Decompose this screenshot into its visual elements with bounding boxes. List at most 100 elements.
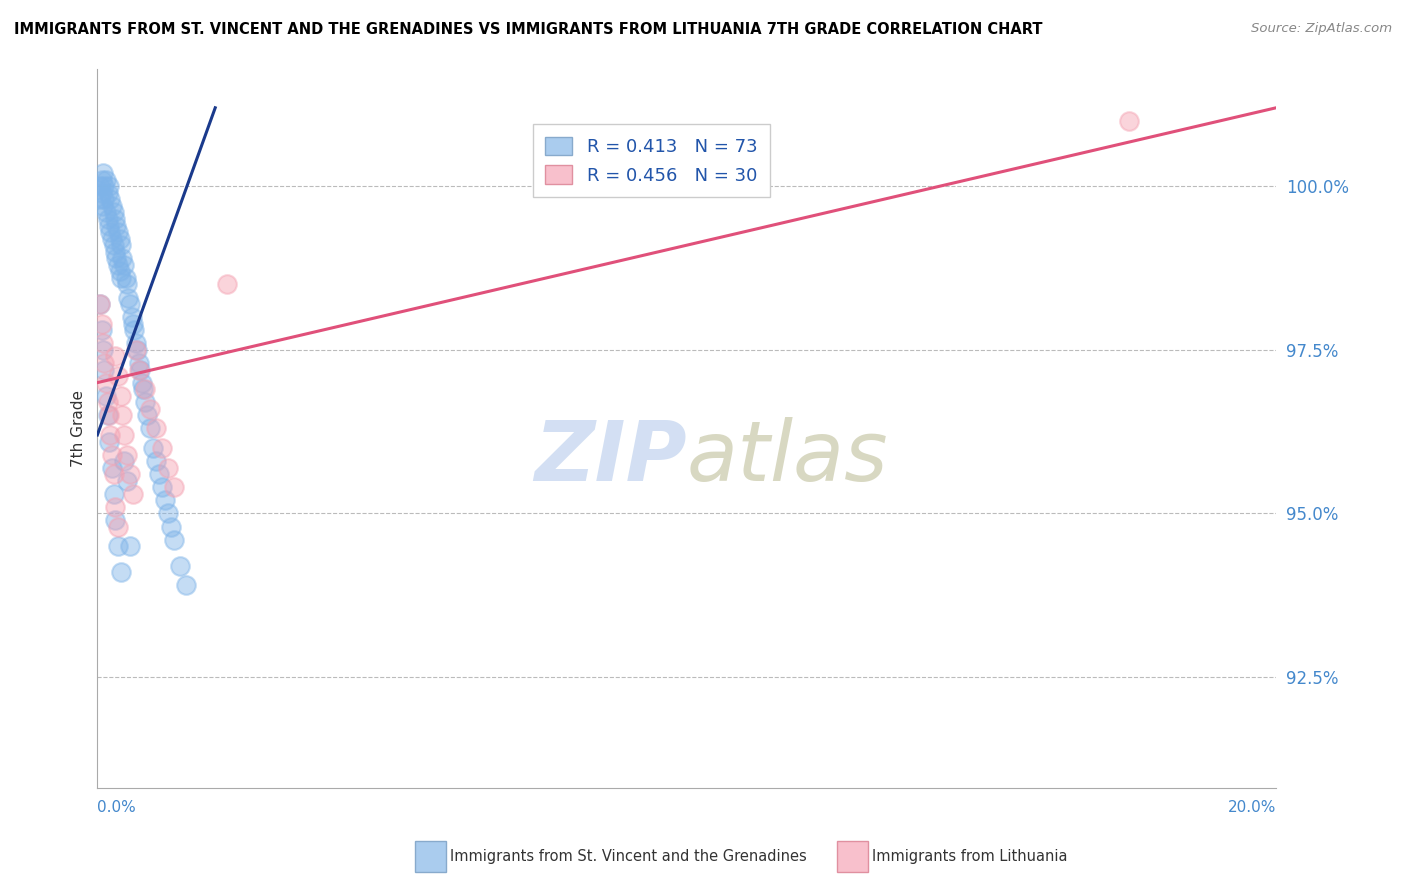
Point [163, 480, 186, 494]
Point [121, 317, 143, 331]
Point [110, 238, 132, 252]
Point [107, 519, 129, 533]
Point [101, 460, 124, 475]
Point [111, 409, 134, 423]
Point [153, 493, 176, 508]
Point [148, 467, 170, 482]
Point [98, 219, 121, 233]
Text: IMMIGRANTS FROM ST. VINCENT AND THE GRENADINES VS IMMIGRANTS FROM LITHUANIA 7TH : IMMIGRANTS FROM ST. VINCENT AND THE GREN… [14, 22, 1043, 37]
Point [134, 382, 156, 396]
Point [118, 467, 141, 482]
Point [98, 409, 121, 423]
Point [139, 401, 162, 416]
Point [98, 179, 121, 194]
Point [111, 252, 134, 266]
Point [110, 566, 132, 580]
Point [91, 336, 114, 351]
Point [215, 277, 238, 292]
Point [93, 362, 115, 376]
Point [139, 421, 162, 435]
Point [101, 199, 124, 213]
Point [107, 225, 129, 239]
Text: Immigrants from St. Vincent and the Grenadines: Immigrants from St. Vincent and the Gren… [450, 849, 807, 864]
Point [174, 578, 197, 592]
Point [127, 343, 149, 357]
Y-axis label: 7th Grade: 7th Grade [72, 390, 86, 467]
Point [108, 232, 131, 246]
Point [107, 539, 129, 553]
Legend: R = 0.413   N = 73, R = 0.456   N = 30: R = 0.413 N = 73, R = 0.456 N = 30 [533, 124, 770, 197]
Point [112, 258, 135, 272]
Point [118, 297, 141, 311]
Point [104, 513, 127, 527]
Point [104, 500, 127, 514]
Point [157, 460, 180, 475]
Point [121, 310, 143, 325]
Point [110, 389, 132, 403]
Point [89, 179, 111, 194]
Point [96, 173, 118, 187]
Point [89, 193, 111, 207]
Point [91, 186, 114, 200]
Text: Source: ZipAtlas.com: Source: ZipAtlas.com [1251, 22, 1392, 36]
Text: 20.0%: 20.0% [1227, 800, 1277, 815]
Point [91, 166, 114, 180]
Point [132, 382, 155, 396]
Point [98, 434, 121, 449]
Point [104, 212, 127, 227]
Point [101, 232, 124, 246]
Point [124, 343, 146, 357]
Point [112, 428, 135, 442]
Point [1118, 114, 1140, 128]
Point [97, 212, 120, 227]
Point [98, 428, 121, 442]
Point [160, 519, 183, 533]
Point [96, 205, 118, 219]
Point [97, 395, 120, 409]
Point [91, 343, 114, 357]
Point [96, 376, 118, 390]
Point [96, 389, 118, 403]
Point [163, 533, 186, 547]
Point [142, 441, 165, 455]
Point [103, 487, 125, 501]
Point [128, 362, 150, 376]
Point [108, 264, 131, 278]
Point [103, 238, 125, 252]
Point [124, 336, 146, 351]
Point [112, 454, 135, 468]
Point [97, 186, 120, 200]
Point [110, 271, 132, 285]
Point [150, 480, 173, 494]
Point [97, 409, 120, 423]
Point [91, 199, 114, 213]
Point [150, 441, 173, 455]
Point [93, 193, 115, 207]
Text: Immigrants from Lithuania: Immigrants from Lithuania [872, 849, 1067, 864]
Point [101, 448, 124, 462]
Point [98, 225, 121, 239]
Point [105, 252, 128, 266]
Text: 0.0%: 0.0% [97, 800, 136, 815]
Point [105, 219, 128, 233]
Point [117, 291, 139, 305]
Point [121, 487, 143, 501]
Text: atlas: atlas [686, 417, 889, 498]
Point [118, 539, 141, 553]
Point [103, 467, 125, 482]
Point [136, 409, 159, 423]
Point [122, 323, 145, 337]
Point [107, 258, 129, 272]
Point [128, 356, 150, 370]
Point [115, 474, 138, 488]
Point [91, 323, 114, 337]
Point [91, 317, 114, 331]
Text: ZIP: ZIP [534, 417, 686, 498]
Point [89, 297, 111, 311]
Point [115, 448, 138, 462]
Point [134, 395, 156, 409]
Point [93, 179, 115, 194]
Point [98, 193, 121, 207]
Point [131, 376, 153, 390]
Point [157, 507, 180, 521]
